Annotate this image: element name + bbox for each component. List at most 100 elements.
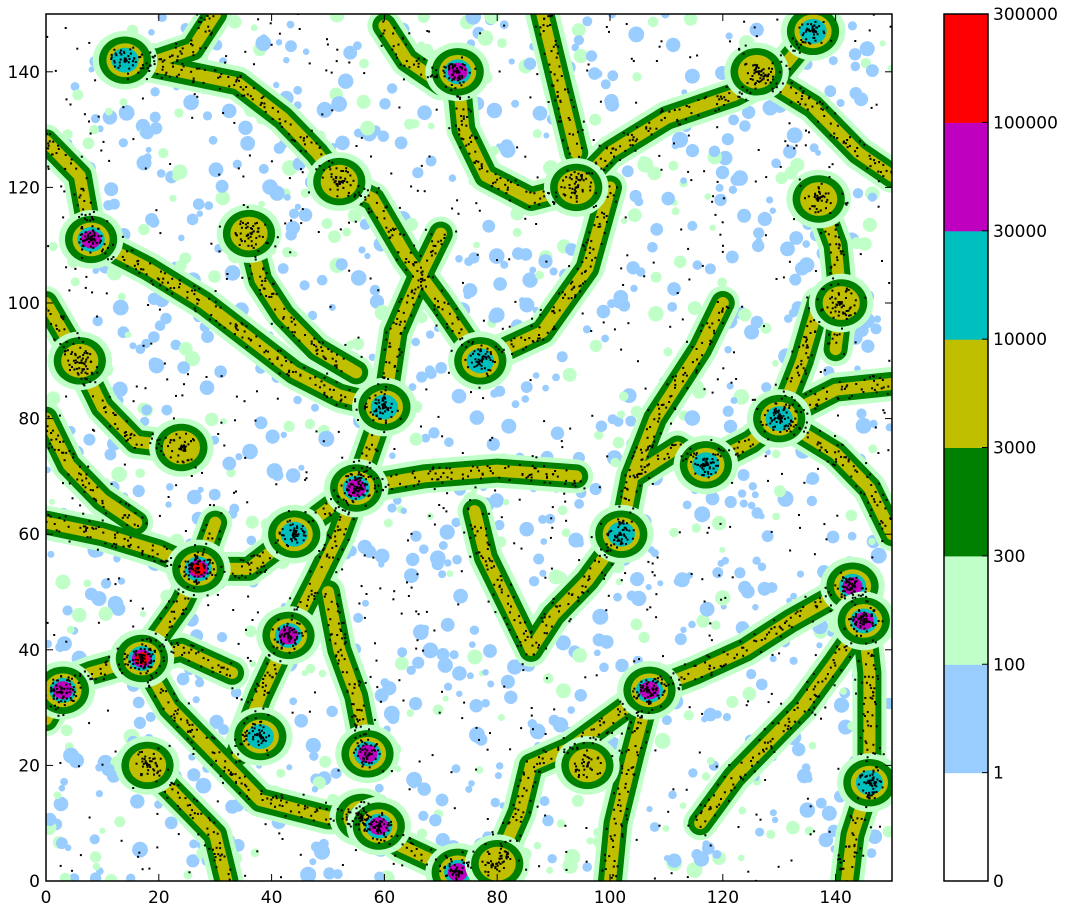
particle-point <box>365 483 368 486</box>
density-blob <box>756 678 768 691</box>
density-blob <box>58 784 66 792</box>
particle-point <box>789 616 792 619</box>
particle-point <box>588 231 591 234</box>
particle-point <box>137 71 140 74</box>
particle-point <box>362 821 365 824</box>
particle-point <box>149 51 152 54</box>
particle-point <box>203 18 206 21</box>
particle-point <box>635 490 638 493</box>
density-blob <box>627 208 642 223</box>
particle-point <box>614 200 617 203</box>
particle-point <box>219 858 222 861</box>
density-blob <box>650 223 664 236</box>
particle-point <box>653 678 656 681</box>
density-blob <box>589 113 602 126</box>
density-blob <box>141 404 152 416</box>
density-blob <box>821 805 837 821</box>
particle-point <box>320 153 323 156</box>
density-blob <box>712 849 722 859</box>
particle-point <box>701 324 704 327</box>
particle-point <box>398 354 401 357</box>
particle-point <box>378 842 381 844</box>
particle-point <box>463 64 466 67</box>
particle-point <box>265 272 268 275</box>
particle-point <box>374 448 377 451</box>
particle-point <box>192 645 195 647</box>
particle-point <box>627 748 630 751</box>
particle-point <box>79 234 82 236</box>
particle-point <box>516 636 518 638</box>
particle-point <box>379 35 382 38</box>
particle-point <box>390 820 392 823</box>
particle-point <box>346 691 349 693</box>
particle-point <box>256 572 259 575</box>
particle-point <box>804 340 807 343</box>
particle-point <box>92 246 95 249</box>
density-blob <box>104 107 113 116</box>
particle-point <box>354 476 357 479</box>
density-blob <box>799 257 815 273</box>
particle-point <box>336 501 339 504</box>
density-blob <box>511 400 520 409</box>
particle-point <box>699 812 702 815</box>
particle-point <box>418 480 421 483</box>
particle-point <box>358 477 361 479</box>
density-blob <box>132 696 145 709</box>
particle-point <box>182 591 185 594</box>
particle-point <box>359 747 362 750</box>
particle-point <box>405 258 408 260</box>
particle-point <box>203 548 206 551</box>
particle-point <box>180 68 183 71</box>
particle-point <box>557 45 560 48</box>
particle-point <box>172 651 175 654</box>
particle-point <box>430 233 433 236</box>
particle-point <box>605 732 608 735</box>
density-blob <box>715 590 731 606</box>
particle-point <box>421 287 424 290</box>
particle-point <box>299 374 302 377</box>
particle-point <box>865 595 868 598</box>
filament-band <box>119 54 346 188</box>
density-blob <box>741 105 756 120</box>
particle-point <box>337 506 340 509</box>
particle-point <box>441 308 444 311</box>
particle-point <box>829 311 832 314</box>
particle-point <box>455 107 458 110</box>
particle-point <box>462 115 465 118</box>
particle-point <box>171 62 174 65</box>
particle-point <box>179 282 181 285</box>
particle-point <box>62 315 65 318</box>
particle-point <box>417 62 420 65</box>
particle-point <box>267 350 270 353</box>
particle-point <box>367 211 370 214</box>
particle-point <box>576 746 579 749</box>
particle-point <box>295 529 298 532</box>
particle-point <box>632 474 635 477</box>
particle-point <box>619 145 622 148</box>
particle-point <box>399 233 402 236</box>
particle-point <box>389 327 392 330</box>
particle-point <box>254 255 257 258</box>
particle-point <box>866 720 869 723</box>
particle-point <box>838 243 841 246</box>
particle-point <box>207 816 210 819</box>
particle-point <box>527 776 530 779</box>
density-blob <box>521 395 530 403</box>
particle-point <box>448 66 451 69</box>
particle-point <box>169 287 172 290</box>
particle-point <box>605 147 608 150</box>
particle-point <box>441 481 444 484</box>
particle-point <box>459 96 462 99</box>
particle-point <box>286 625 289 628</box>
particle-point <box>673 109 676 112</box>
particle-point <box>173 719 176 722</box>
density-blob <box>861 339 875 353</box>
particle-point <box>857 660 860 663</box>
particle-point <box>348 388 351 391</box>
particle-point <box>632 136 635 139</box>
particle-point <box>874 701 876 704</box>
density-blob <box>100 578 112 589</box>
density-blob <box>321 218 333 229</box>
particle-point <box>830 604 832 607</box>
density-blob <box>694 506 711 523</box>
